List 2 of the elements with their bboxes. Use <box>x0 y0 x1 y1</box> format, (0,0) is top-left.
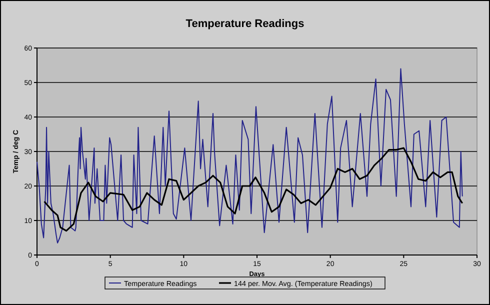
line-series <box>36 68 463 244</box>
chart-title: Temperature Readings <box>186 18 304 30</box>
